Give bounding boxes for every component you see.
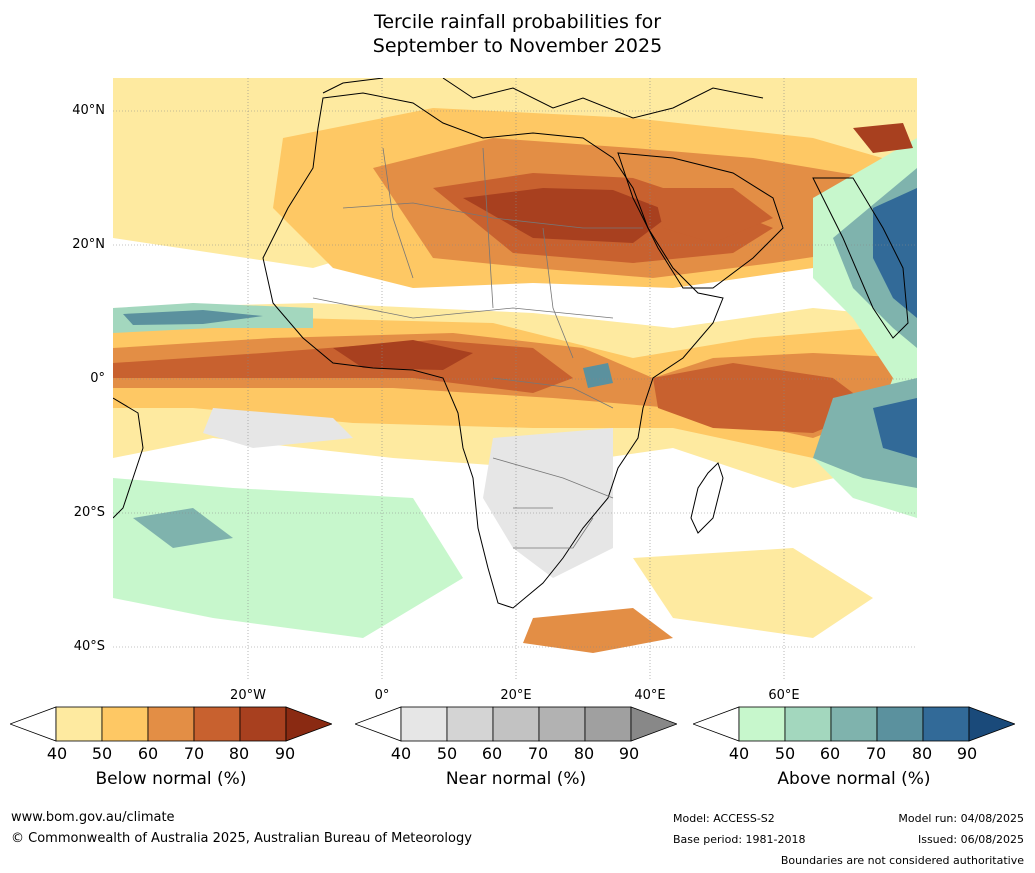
near-tick-40: 40 <box>390 744 412 763</box>
above-bar-segment-5 <box>922 706 970 742</box>
below-bar-min-arrow <box>10 706 57 742</box>
near-tick-80: 80 <box>573 744 595 763</box>
near-40-southern-africa <box>483 428 613 578</box>
copyright-text: © Commonwealth of Australia 2025, Austra… <box>11 831 472 846</box>
above-bar-min-arrow <box>693 706 740 742</box>
lon-label-20w: 20°W <box>230 688 266 703</box>
above-bar-max-arrow <box>968 706 1015 742</box>
colorbar-above-normal <box>693 706 1015 742</box>
below-bar-segment-4 <box>193 706 241 742</box>
above-tick-70: 70 <box>865 744 887 763</box>
europe-coastline <box>322 78 764 119</box>
base-period: Base period: 1981-2018 <box>673 833 806 846</box>
below-normal-label: Below normal (%) <box>95 769 247 789</box>
lat-label-40n: 40°N <box>72 103 105 118</box>
colorbar-near-normal <box>355 706 677 742</box>
lat-label-20n: 20°N <box>72 237 105 252</box>
below-80-guinea <box>333 340 473 370</box>
near-tick-50: 50 <box>436 744 458 763</box>
near-bar-min-arrow <box>355 706 402 742</box>
near-40-atlantic <box>203 408 353 448</box>
arabia-coastline <box>617 152 784 289</box>
below-bar-max-arrow <box>285 706 332 742</box>
above-bar-segment-2 <box>784 706 832 742</box>
below-70-east-africa <box>653 363 873 433</box>
below-bar-segment-2 <box>101 706 149 742</box>
below-80-sahara <box>463 188 673 243</box>
graticule <box>113 78 917 681</box>
below-60-south-ocean-patch <box>523 608 673 653</box>
above-bar-segment-4 <box>876 706 924 742</box>
africa-coastline <box>262 92 724 609</box>
probability-map <box>113 78 917 681</box>
near-bar-segment-3 <box>492 706 540 742</box>
above-tick-40: 40 <box>728 744 750 763</box>
lon-label-60e: 60°E <box>768 688 800 703</box>
south-america-coastline <box>113 397 144 519</box>
madagascar-coastline <box>690 462 724 534</box>
near-bar-segment-1 <box>400 706 448 742</box>
near-tick-60: 60 <box>481 744 503 763</box>
above-tick-80: 80 <box>911 744 933 763</box>
below-tick-40: 40 <box>46 744 68 763</box>
country-borders <box>312 147 643 549</box>
above-tick-90: 90 <box>956 744 978 763</box>
above-bar-segment-3 <box>830 706 878 742</box>
above-tick-50: 50 <box>774 744 796 763</box>
below-tick-90: 90 <box>274 744 296 763</box>
above-tick-60: 60 <box>819 744 841 763</box>
below-tick-60: 60 <box>137 744 159 763</box>
below-bar-segment-3 <box>147 706 195 742</box>
lon-label-0: 0° <box>374 688 390 703</box>
above-80-southern-indian <box>873 398 917 458</box>
near-bar-segment-4 <box>538 706 586 742</box>
below-tick-70: 70 <box>183 744 205 763</box>
model-name: Model: ACCESS-S2 <box>673 812 775 825</box>
chart-title-line2: September to November 2025 <box>372 35 663 57</box>
below-40-south-ocean-patch <box>633 548 873 638</box>
near-normal-label: Near normal (%) <box>445 769 587 789</box>
lat-label-20s: 20°S <box>73 505 105 520</box>
below-70-arabia <box>653 188 773 243</box>
bom-url: www.bom.gov.au/climate <box>11 810 175 825</box>
lon-label-40e: 40°E <box>634 688 666 703</box>
near-tick-70: 70 <box>527 744 549 763</box>
above-60-south-atlantic <box>133 508 233 548</box>
below-tick-50: 50 <box>91 744 113 763</box>
below-70-iran-patch <box>853 123 913 153</box>
lat-label-equator: 0° <box>90 371 105 386</box>
below-bar-segment-1 <box>55 706 103 742</box>
near-tick-90: 90 <box>618 744 640 763</box>
near-bar-max-arrow <box>630 706 677 742</box>
india-coastline <box>812 177 909 339</box>
lon-label-20e: 20°E <box>500 688 532 703</box>
issued-date: Issued: 06/08/2025 <box>917 833 1024 846</box>
above-bar-segment-1 <box>738 706 786 742</box>
above-70-atlantic-band <box>123 310 263 325</box>
near-bar-segment-2 <box>446 706 494 742</box>
lat-label-40s: 40°S <box>73 639 105 654</box>
boundaries-disclaimer: Boundaries are not considered authoritat… <box>780 854 1024 867</box>
below-bar-segment-5 <box>239 706 287 742</box>
above-70-lake-victoria <box>583 363 613 388</box>
model-run-date: Model run: 04/08/2025 <box>898 812 1024 825</box>
below-tick-80: 80 <box>228 744 250 763</box>
near-bar-segment-5 <box>584 706 632 742</box>
above-normal-label: Above normal (%) <box>777 769 931 789</box>
chart-title-line1: Tercile rainfall probabilities for <box>373 11 662 33</box>
colorbar-below-normal <box>10 706 332 742</box>
